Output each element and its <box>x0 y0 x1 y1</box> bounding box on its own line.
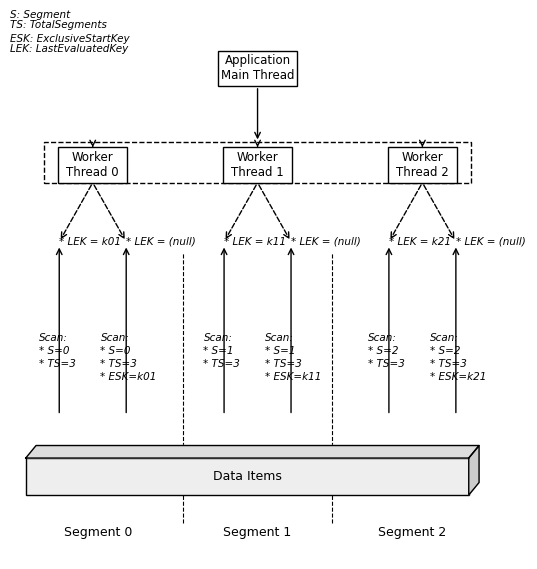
Text: Scan:
* S=0
* TS=3: Scan: * S=0 * TS=3 <box>39 333 76 369</box>
Bar <box>223 147 292 183</box>
Bar <box>26 458 469 495</box>
Text: S: Segment: S: Segment <box>10 10 70 20</box>
Text: Application
Main Thread: Application Main Thread <box>221 54 294 83</box>
Text: Scan:
* S=1
* TS=3
* ESK=k11: Scan: * S=1 * TS=3 * ESK=k11 <box>265 333 322 382</box>
Text: Segment 2: Segment 2 <box>378 526 446 538</box>
Text: * LEK = (null): * LEK = (null) <box>126 237 196 247</box>
Text: * LEK = (null): * LEK = (null) <box>456 237 526 247</box>
Bar <box>44 142 471 183</box>
Text: * LEK = k21: * LEK = k21 <box>389 237 451 247</box>
Text: Scan:
* S=1
* TS=3: Scan: * S=1 * TS=3 <box>204 333 241 369</box>
Text: Scan:
* S=2
* TS=3: Scan: * S=2 * TS=3 <box>368 333 405 369</box>
Text: * LEK = k01: * LEK = k01 <box>59 237 121 247</box>
Text: LEK: LastEvaluatedKey: LEK: LastEvaluatedKey <box>10 44 128 55</box>
Text: Scan:
* S=0
* TS=3
* ESK=k01: Scan: * S=0 * TS=3 * ESK=k01 <box>100 333 157 382</box>
Text: Worker
Thread 1: Worker Thread 1 <box>231 151 284 179</box>
Polygon shape <box>469 446 479 495</box>
Text: Worker
Thread 2: Worker Thread 2 <box>396 151 449 179</box>
Bar <box>58 147 127 183</box>
Text: Data Items: Data Items <box>213 470 282 483</box>
Text: Scan:
* S=2
* TS=3
* ESK=k21: Scan: * S=2 * TS=3 * ESK=k21 <box>430 333 487 382</box>
Bar <box>388 147 457 183</box>
Bar <box>217 51 297 86</box>
Text: Segment 1: Segment 1 <box>223 526 292 538</box>
Text: Segment 0: Segment 0 <box>64 526 132 538</box>
Text: Worker
Thread 0: Worker Thread 0 <box>67 151 119 179</box>
Text: * LEK = k11: * LEK = k11 <box>224 237 286 247</box>
Polygon shape <box>26 446 479 458</box>
Text: * LEK = (null): * LEK = (null) <box>291 237 361 247</box>
Text: TS: TotalSegments: TS: TotalSegments <box>10 20 107 30</box>
Text: ESK: ExclusiveStartKey: ESK: ExclusiveStartKey <box>10 34 130 44</box>
